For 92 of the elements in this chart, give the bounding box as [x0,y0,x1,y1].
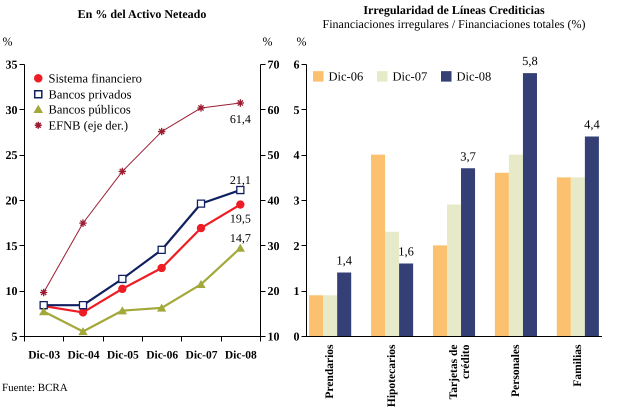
point [157,246,166,254]
bar [494,172,509,336]
chart-title: Irregularidad de Líneas Crediticias [363,3,545,17]
bar [371,154,386,336]
data-label: 14,7 [230,231,251,246]
bar [584,136,599,336]
point [157,264,166,272]
bar [556,177,571,336]
bar [461,168,476,336]
point [78,300,88,310]
point [118,284,127,294]
x-tick-label: Dic-08 [224,350,258,362]
x-tick-label: Dic-04 [68,350,100,362]
y2-tick-label: 20 [268,284,280,298]
point [78,328,88,336]
y2-tick-label: 50 [268,148,280,162]
y2-tick-label: 40 [268,194,280,208]
legend-label: Bancos privados [48,87,132,102]
x-tick-label: Dic-07 [186,350,218,362]
data-label: 1,6 [398,244,414,258]
legend-label: Dic-08 [456,69,492,84]
x-tick-label: Familias [572,344,584,387]
data-label: 5,8 [522,54,538,68]
y-tick-label: 2 [294,238,300,253]
point [39,288,48,297]
point [39,308,48,316]
point [118,306,127,314]
data-label: 61,4 [230,112,251,126]
legend-label: Dic-06 [328,69,364,84]
x-tick-label: Personales [510,344,522,397]
y2-tick-label: 60 [268,102,280,117]
y-tick-label: 5 [294,102,300,117]
point [118,167,127,176]
chart-title: En % del Activo Neteado [78,7,206,21]
bar [522,73,537,336]
bar [446,204,462,336]
bar [323,295,338,336]
y-tick-label: 5 [12,330,18,344]
y-tick-label: 1 [294,284,300,298]
legend-label: Dic-07 [392,69,428,84]
x-tick-label: Dic-06 [146,350,178,362]
y-axis-title: % [2,34,12,48]
point [236,186,245,194]
point [236,98,245,108]
y-tick-label: 10 [6,284,18,298]
legend-label: Sistema financiero [48,71,142,86]
x-tick-label: Tarjetas de crédito [448,344,472,400]
point [157,304,166,312]
x-tick-label: Prendarios [324,344,336,399]
data-label: 1,4 [336,254,353,268]
point [157,127,166,136]
point [196,199,206,208]
y-tick-label: 25 [6,148,18,162]
x-tick-label: Dic-03 [28,350,60,362]
bar [337,272,352,336]
legend-label: Bancos públicos [48,102,131,116]
bar [508,154,523,336]
point [196,224,206,232]
y2-tick-label: 70 [268,58,280,72]
y-tick-label: 3 [294,194,300,208]
bar [570,177,585,336]
y-tick-label: 6 [294,58,300,72]
y-tick-label: 0 [294,330,300,344]
data-label: 19,5 [230,212,251,226]
y-tick-label: 15 [6,238,18,253]
y-axis-title: % [296,34,306,48]
point [78,308,88,317]
bar [432,245,447,336]
data-label: 3,7 [460,149,476,164]
bar [399,263,414,336]
y-tick-label: 4 [294,148,300,162]
point [196,280,206,288]
y-tick-label: 30 [6,102,18,117]
bar [385,232,400,336]
y2-tick-label: 10 [268,330,280,344]
point [118,274,127,284]
source-note: Fuente: BCRA [2,382,68,394]
x-tick-label: Dic-05 [106,350,140,362]
point [236,200,245,209]
bar [309,295,324,336]
data-label: 21,1 [230,173,251,188]
x-tick-label: Hipotecarios [386,344,398,408]
point [236,244,245,252]
y-tick-label: 20 [6,194,18,208]
y-tick-label: 35 [6,58,18,72]
point [78,218,88,228]
point [196,104,206,112]
data-label: 4,4 [584,118,600,132]
y2-axis-title: % [262,34,272,48]
y2-tick-label: 30 [268,238,280,253]
legend-label: EFNB (eje der.) [48,118,128,132]
chart-subtitle: Financiaciones irregulares / Financiaciones totales (%) [322,17,586,31]
